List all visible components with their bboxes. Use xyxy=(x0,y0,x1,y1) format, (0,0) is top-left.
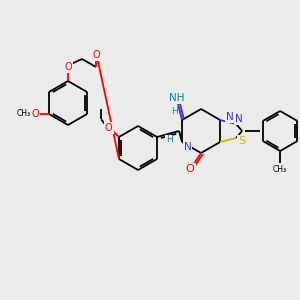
Text: N: N xyxy=(226,112,234,122)
Text: CH₃: CH₃ xyxy=(273,164,287,173)
Text: H: H xyxy=(166,136,172,145)
Text: O: O xyxy=(31,109,39,119)
Text: N: N xyxy=(235,114,243,124)
Text: O: O xyxy=(92,50,100,60)
Text: O: O xyxy=(186,164,194,174)
Text: S: S xyxy=(238,136,246,146)
Text: N: N xyxy=(184,142,191,152)
Text: H: H xyxy=(171,107,177,116)
Text: O: O xyxy=(64,62,72,72)
Text: CH₃: CH₃ xyxy=(17,110,31,118)
Text: O: O xyxy=(105,123,112,133)
Text: NH: NH xyxy=(169,93,185,103)
